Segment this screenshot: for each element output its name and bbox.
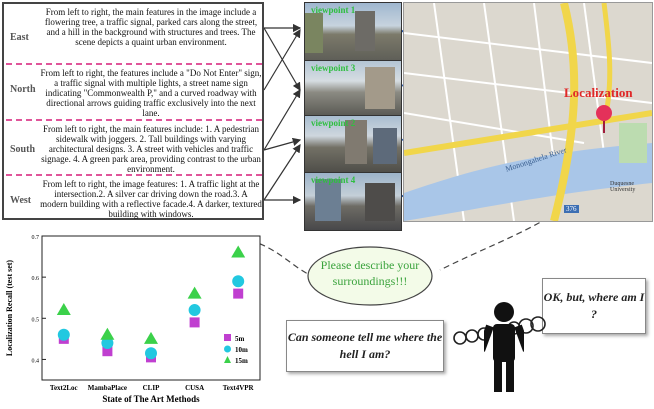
viewpoint-label: viewpoint 3 (311, 63, 356, 73)
separator (6, 174, 262, 176)
question-left: Can someone tell me where the hell I am? (286, 320, 444, 372)
tree-shape (305, 13, 323, 53)
viewpoint-image-3: viewpoint 3 (304, 60, 402, 119)
y-axis-label: Localization Recall (test set) (5, 260, 14, 357)
data-point-10m (57, 328, 70, 341)
direction-label-south: South (10, 144, 36, 155)
x-tick-label: MambaPlace (88, 384, 127, 392)
legend-marker (224, 356, 231, 363)
data-point-10m (101, 336, 114, 349)
legend-marker (224, 334, 231, 341)
speech-bubble: Please describe your surroundings!!! (306, 245, 434, 307)
direction-label-east: East (10, 32, 29, 43)
description-west: From left to right, the image features: … (40, 179, 262, 219)
x-axis-label: State of The Art Methods (102, 394, 200, 404)
data-point-15m (56, 303, 71, 316)
building-shape (365, 67, 395, 109)
person-icon (484, 302, 524, 392)
legend-marker (224, 345, 231, 353)
x-tick-label: CLIP (143, 384, 160, 392)
y-tick-label: 0.6 (32, 276, 40, 282)
viewpoint-image-4: viewpoint 4 (304, 172, 402, 231)
data-point-10m (145, 347, 157, 360)
data-point-10m (188, 304, 201, 317)
separator (6, 63, 262, 65)
direction-label-west: West (10, 195, 32, 206)
y-tick-label: 0.7 (32, 235, 40, 241)
x-tick-label: Text2Loc (50, 384, 78, 392)
building-shape (355, 11, 375, 51)
x-tick-label: CUSA (185, 384, 204, 392)
legend-label: 5m (235, 335, 245, 343)
recall-chart: 0.4 0.5 0.6 0.7 Text2Loc MambaPlace CLIP CUSA Te… (2, 228, 264, 404)
y-tick-label: 0.4 (32, 358, 40, 364)
speech-bubble-shape (307, 246, 433, 306)
viewpoint-label: viewpoint 2 (311, 118, 356, 128)
chart-svg: 0.4 0.5 0.6 0.7 Text2Loc MambaPlace CLIP CUSA Te… (5, 235, 261, 404)
map: Localization Monongahela River Duquesne … (403, 2, 653, 222)
data-point-15m (144, 331, 158, 344)
river (404, 143, 652, 221)
y-tick-label: 0.5 (32, 317, 40, 323)
data-point-15m (100, 327, 115, 340)
x-tick-label: Text4VPR (223, 384, 255, 392)
building-shape (345, 120, 367, 164)
viewpoint-label: viewpoint 4 (311, 175, 356, 185)
data-point-10m (232, 275, 245, 288)
data-point-15m (187, 286, 202, 299)
data-point-5m (102, 346, 113, 357)
separator (6, 119, 262, 121)
data-point-5m (189, 317, 200, 328)
university-label: Duquesne University (610, 181, 636, 193)
legend-label: 15m (235, 357, 248, 365)
viewpoint-image-1: viewpoint 1 (304, 2, 402, 61)
data-point-15m (231, 245, 246, 258)
viewpoint-label: viewpoint 1 (311, 5, 356, 15)
route-shield: 376 (564, 205, 579, 213)
building-shape (365, 183, 395, 221)
speech-text: Please describe your surroundings!!! (320, 258, 420, 288)
description-north: From left to right, the features include… (40, 68, 262, 118)
data-point-5m (233, 288, 244, 299)
question-right: OK, but, where am I ? (542, 278, 646, 334)
viewpoint-image-2: viewpoint 2 (304, 115, 402, 174)
legend-label: 10m (235, 346, 248, 354)
building-shape (373, 128, 397, 164)
direction-label-north: North (10, 84, 36, 95)
description-panel: East From left to right, the main featur… (2, 2, 264, 220)
description-south: From left to right, the main features in… (41, 124, 261, 174)
localization-label: Localization (564, 85, 633, 100)
description-east: From left to right, the main features in… (44, 7, 258, 47)
map-graphic (404, 3, 652, 221)
building-shape (315, 179, 341, 221)
